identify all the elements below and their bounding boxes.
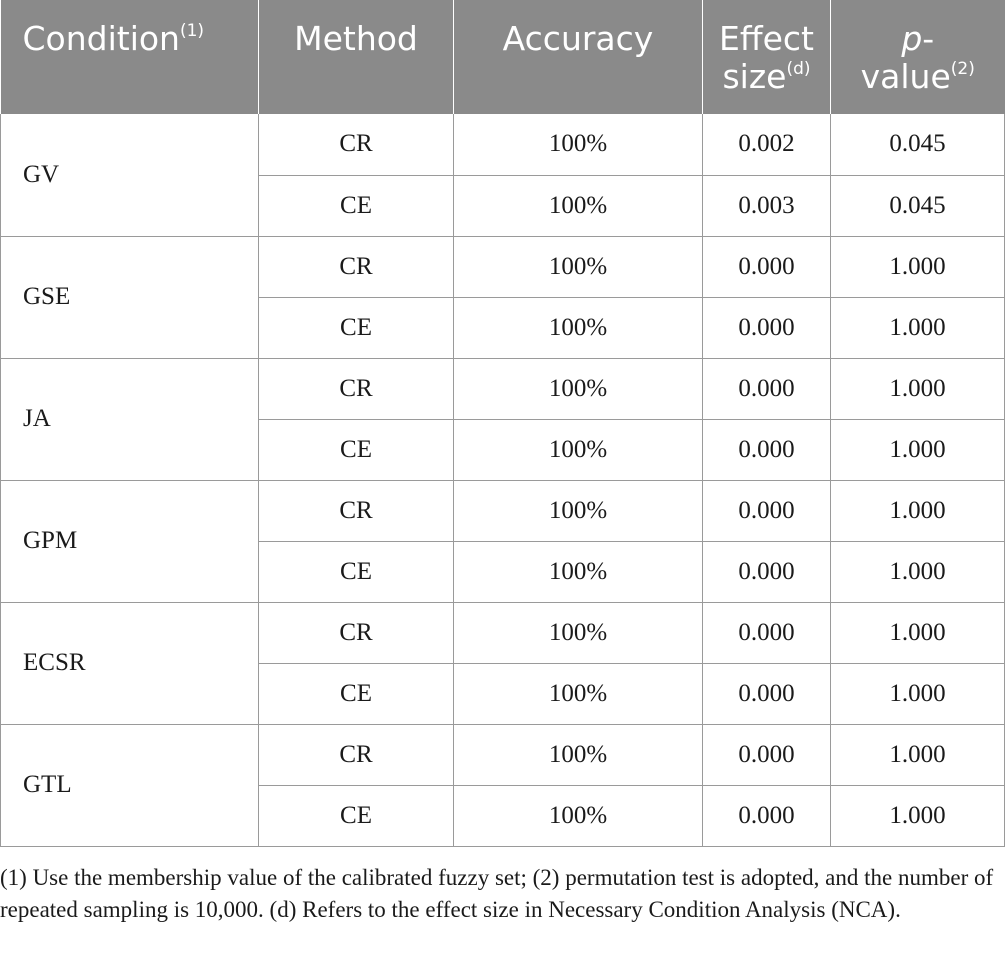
effect-size-cell: 0.000: [702, 236, 831, 298]
method-cell: CR: [258, 358, 454, 420]
accuracy-cell: 100%: [453, 602, 703, 664]
table-row: GPM CR 100% 0.000 1.000: [0, 480, 1005, 603]
effect-size-cell: 0.000: [702, 785, 831, 847]
table-row: GV CR 100% 0.002 0.045: [0, 114, 1005, 237]
accuracy-cell: 100%: [453, 785, 703, 847]
accuracy-cell: 100%: [453, 175, 703, 237]
effect-size-cell: 0.000: [702, 358, 831, 420]
header-condition-note: (1): [179, 21, 205, 41]
table-row: GSE CR 100% 0.000 1.000: [0, 236, 1005, 359]
header-method: Method: [258, 0, 454, 114]
method-cell: CE: [258, 785, 454, 847]
accuracy-cell: 100%: [453, 236, 703, 298]
method-cell: CE: [258, 419, 454, 481]
method-cell: CE: [258, 297, 454, 359]
method-cell: CR: [258, 236, 454, 298]
effect-size-cell: 0.000: [702, 419, 831, 481]
header-effect-line2: size: [722, 57, 787, 96]
condition-cell: GTL: [0, 724, 259, 847]
method-cell: CR: [258, 602, 454, 664]
table-row: JA CR 100% 0.000 1.000: [0, 358, 1005, 481]
table-row: CE 100% 0.000 1.000: [1, 785, 1005, 847]
p-value-cell: 1.000: [830, 663, 1005, 725]
table-row: GTL CR 100% 0.000 1.000: [0, 724, 1005, 847]
method-cell: CR: [258, 480, 454, 542]
accuracy-cell: 100%: [453, 297, 703, 359]
p-value-cell: 1.000: [830, 602, 1005, 664]
p-value-cell: 0.045: [830, 175, 1005, 237]
p-value-cell: 0.045: [830, 114, 1005, 176]
p-value-cell: 1.000: [830, 724, 1005, 786]
condition-cell: GV: [0, 114, 259, 237]
table-header: Condition(1) Method Accuracy Effect size(…: [0, 0, 1005, 114]
header-effect-line1: Effect: [719, 19, 814, 58]
p-value-cell: 1.000: [830, 785, 1005, 847]
table-row: CE 100% 0.000 1.000: [1, 663, 1005, 725]
method-cell: CE: [258, 175, 454, 237]
table-row: CE 100% 0.000 1.000: [1, 297, 1005, 359]
method-cell: CR: [258, 114, 454, 176]
accuracy-cell: 100%: [453, 114, 703, 176]
header-row: Condition(1) Method Accuracy Effect size(…: [0, 0, 1005, 114]
condition-cell: JA: [0, 358, 259, 481]
header-p-value: p-value(2): [830, 0, 1005, 114]
header-accuracy-label: Accuracy: [502, 19, 654, 58]
table-row: CE 100% 0.000 1.000: [1, 419, 1005, 481]
header-effect-size: Effect size(d): [702, 0, 831, 114]
accuracy-cell: 100%: [453, 724, 703, 786]
header-p-dash: -: [922, 19, 935, 58]
nca-results-table: Condition(1) Method Accuracy Effect size(…: [0, 0, 1005, 847]
p-value-cell: 1.000: [830, 236, 1005, 298]
condition-cell: ECSR: [0, 602, 259, 725]
table-row: ECSR CR 100% 0.000 1.000: [0, 602, 1005, 725]
header-p-italic: p: [901, 19, 923, 58]
effect-size-cell: 0.000: [702, 480, 831, 542]
method-cell: CE: [258, 663, 454, 725]
effect-size-cell: 0.000: [702, 541, 831, 603]
condition-cell: GSE: [0, 236, 259, 359]
p-value-cell: 1.000: [830, 297, 1005, 359]
table-body: GV CR 100% 0.002 0.045 CE 100% 0.003 0.0…: [0, 114, 1005, 847]
table-row: CE 100% 0.000 1.000: [1, 541, 1005, 603]
header-p-line2: value: [860, 57, 951, 96]
p-value-cell: 1.000: [830, 358, 1005, 420]
method-cell: CR: [258, 724, 454, 786]
p-value-cell: 1.000: [830, 541, 1005, 603]
accuracy-cell: 100%: [453, 358, 703, 420]
accuracy-cell: 100%: [453, 541, 703, 603]
effect-size-cell: 0.003: [702, 175, 831, 237]
effect-size-cell: 0.000: [702, 724, 831, 786]
p-value-cell: 1.000: [830, 419, 1005, 481]
header-condition-label: Condition: [22, 19, 180, 58]
table-footnote: (1) Use the membership value of the cali…: [0, 865, 994, 922]
p-value-cell: 1.000: [830, 480, 1005, 542]
effect-size-cell: 0.000: [702, 663, 831, 725]
header-p-note: (2): [950, 59, 975, 79]
header-accuracy: Accuracy: [453, 0, 703, 114]
table-row: CE 100% 0.003 0.045: [1, 175, 1005, 237]
accuracy-cell: 100%: [453, 480, 703, 542]
header-effect-note: (d): [786, 59, 811, 79]
header-condition: Condition(1): [0, 0, 259, 114]
effect-size-cell: 0.002: [702, 114, 831, 176]
effect-size-cell: 0.000: [702, 602, 831, 664]
effect-size-cell: 0.000: [702, 297, 831, 359]
accuracy-cell: 100%: [453, 663, 703, 725]
accuracy-cell: 100%: [453, 419, 703, 481]
method-cell: CE: [258, 541, 454, 603]
header-method-label: Method: [294, 19, 418, 58]
condition-cell: GPM: [0, 480, 259, 603]
